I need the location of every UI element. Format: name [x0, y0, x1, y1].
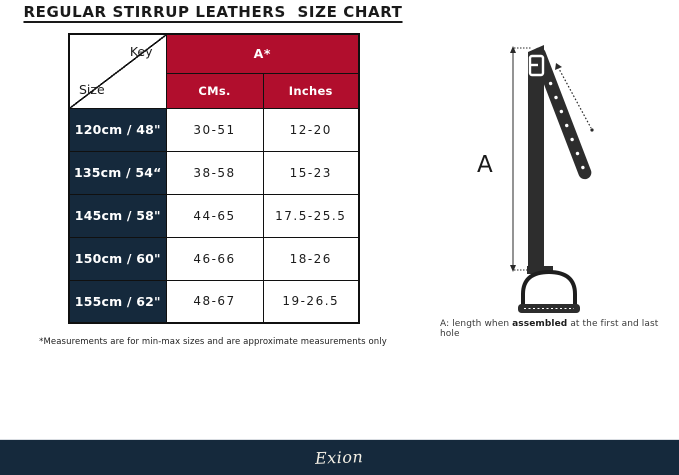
diagram-caption: A: length when assembled at the first an… — [440, 319, 670, 339]
dimension-label-a: A — [477, 152, 493, 178]
inches-cell: 17.5-25.5 — [262, 193, 360, 238]
column-header-inches: Inches — [262, 72, 360, 109]
table-row: 145cm / 58" 44-65 17.5-25.5 — [68, 193, 360, 238]
cms-cell: 46-66 — [165, 236, 264, 281]
corner-size-label: Size — [79, 81, 105, 97]
buckle-icon — [528, 54, 545, 77]
caption-prefix: A: length when — [440, 319, 513, 329]
inches-cell: 12-20 — [262, 107, 360, 152]
size-cell: 135cm / 54“ — [68, 150, 167, 195]
dimension-line-diagonal — [555, 63, 594, 132]
vertical-strap — [528, 45, 544, 268]
size-cell: 120cm / 48" — [68, 107, 167, 152]
table-row: 155cm / 62" 48-67 19-26.5 — [68, 279, 360, 324]
table-row: 120cm / 48" 30-51 12-20 — [68, 107, 360, 152]
group-header-a: A* — [165, 33, 360, 74]
dimension-line-vertical — [510, 46, 531, 272]
caption-bold-word: assembled — [512, 319, 568, 329]
page-title: REGULAR STIRRUP LEATHERS SIZE CHART — [23, 3, 403, 21]
size-chart-table: Key Size A* CMs. Inches 120cm / 48" 30-5… — [68, 33, 360, 324]
cms-cell: 48-67 — [165, 279, 264, 324]
inches-cell: 15-23 — [262, 150, 360, 195]
table-row: 135cm / 54“ 38-58 15-23 — [68, 150, 360, 195]
footnote-text: *Measurements are for min-max sizes and … — [39, 337, 387, 347]
size-cell: 150cm / 60" — [68, 236, 167, 281]
stirrup-iron — [518, 266, 580, 313]
corner-header-cell: Key Size — [68, 33, 167, 109]
table-row: 150cm / 60" 46-66 18-26 — [68, 236, 360, 281]
cms-cell: 38-58 — [165, 150, 264, 195]
column-header-cms: CMs. — [165, 72, 264, 109]
caption-suffix: at the first and last hole — [440, 319, 659, 339]
corner-key-label: Key — [129, 44, 153, 59]
cms-cell: 44-65 — [165, 193, 264, 238]
inches-cell: 19-26.5 — [262, 279, 360, 324]
footer-band: Exion — [0, 439, 679, 475]
cms-cell: 30-51 — [165, 107, 264, 152]
stirrup-leather-illustration — [510, 45, 594, 313]
angled-strap — [532, 47, 592, 180]
brand-logo-text: Exion — [315, 447, 364, 468]
size-cell: 145cm / 58" — [68, 193, 167, 238]
inches-cell: 18-26 — [262, 236, 360, 281]
size-cell: 155cm / 62" — [68, 279, 167, 324]
